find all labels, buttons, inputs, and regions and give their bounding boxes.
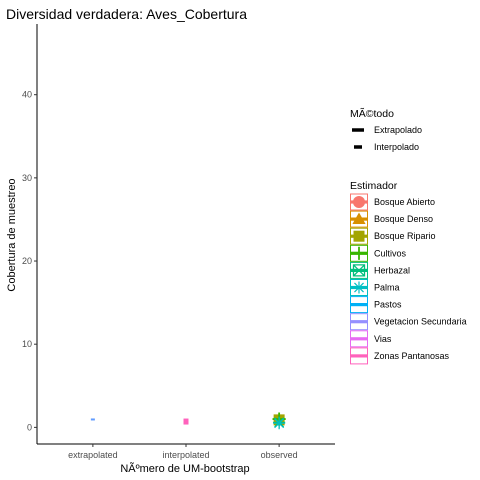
chart-title: Diversidad verdadera: Aves_Cobertura xyxy=(6,6,247,22)
estimator-legend-label: Vegetacion Secundaria xyxy=(374,317,467,327)
legend-point xyxy=(352,195,366,209)
estimator-key-box xyxy=(350,313,368,331)
estimator-key-box xyxy=(350,193,368,211)
method-legend-label: Extrapolado xyxy=(374,125,422,135)
estimator-legend: Estimador Bosque Abierto Bosque Denso Bosq… xyxy=(350,180,467,365)
estimator-key-box xyxy=(350,244,368,262)
x-axis-title: NÃºmero de UM-bootstrap xyxy=(120,462,249,475)
estimator-legend-label: Pastos xyxy=(374,300,402,310)
point-asterisk xyxy=(352,281,366,294)
estimator-key xyxy=(350,279,368,296)
x-tick-label: observed xyxy=(261,450,298,460)
plot-panel: 0 10 20 30 40 extrapolated interpolated observe… xyxy=(22,24,335,460)
estimator-key-box xyxy=(350,227,368,245)
data-mark-tick xyxy=(90,418,95,421)
estimator-legend-label: Zonas Pantanosas xyxy=(374,351,450,361)
data-mark-pointrange xyxy=(183,418,189,425)
x-tick-label: extrapolated xyxy=(68,450,118,460)
estimator-legend-label: Bosque Ripario xyxy=(374,231,436,241)
y-tick-label: 10 xyxy=(22,339,32,349)
estimator-key-box xyxy=(350,279,368,296)
estimator-key xyxy=(350,210,368,228)
method-legend-title: MÃ©todo xyxy=(350,107,394,120)
estimator-legend-label: Herbazal xyxy=(374,265,410,275)
point-boxcross xyxy=(352,264,366,277)
estimator-legend-label: Bosque Abierto xyxy=(374,197,435,207)
estimator-key xyxy=(350,313,368,331)
y-tick-label: 0 xyxy=(27,422,32,432)
estimator-key xyxy=(350,296,368,314)
estimator-legend-label: Palma xyxy=(374,283,400,293)
method-legend: MÃ©todo Extrapolado Interpolado xyxy=(350,107,422,152)
point-asterisk xyxy=(273,417,286,430)
estimator-key-box xyxy=(350,210,368,228)
estimator-key-box xyxy=(350,296,368,314)
estimator-key-box xyxy=(350,347,368,365)
method-legend-label: Interpolado xyxy=(374,142,419,152)
estimator-key xyxy=(350,261,368,279)
y-tick-label: 30 xyxy=(22,173,32,183)
estimator-key-box xyxy=(350,330,368,348)
x-tick-label: interpolated xyxy=(162,450,209,460)
point-square xyxy=(353,230,365,242)
estimator-key-box xyxy=(350,261,368,279)
estimator-legend-label: Cultivos xyxy=(374,248,407,258)
estimator-key xyxy=(350,244,368,262)
point-plus xyxy=(352,246,366,260)
estimator-legend-label: Bosque Denso xyxy=(374,214,433,224)
estimator-key xyxy=(350,227,368,245)
estimator-key xyxy=(350,330,368,348)
y-tick-label: 40 xyxy=(22,90,32,100)
y-tick-label: 20 xyxy=(22,256,32,266)
estimator-key xyxy=(350,347,368,365)
y-axis-title: Cobertura de muestreo xyxy=(6,178,18,291)
estimator-legend-title: Estimador xyxy=(350,180,398,192)
legend-point xyxy=(352,212,366,225)
estimator-legend-label: Vias xyxy=(374,334,392,344)
estimator-key xyxy=(350,193,368,211)
